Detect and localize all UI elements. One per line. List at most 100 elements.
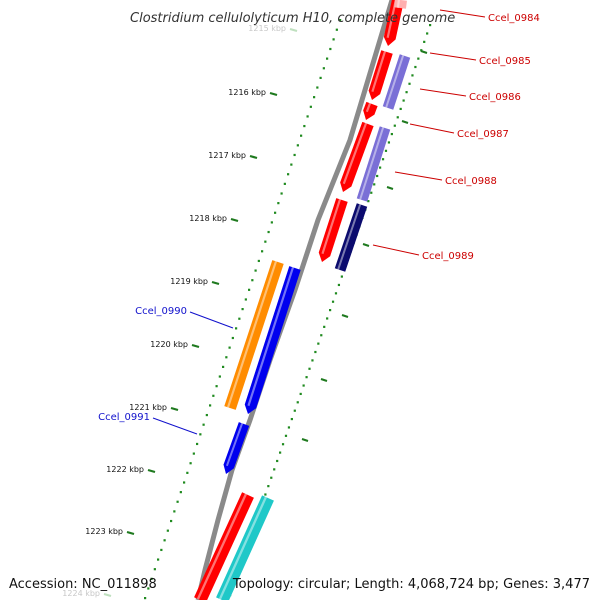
gene-ccel-0991-sheen bbox=[225, 423, 244, 467]
gene-label-ccel-0986: Ccel_0986 bbox=[469, 92, 521, 103]
tick-major bbox=[362, 243, 370, 247]
kbp-tick bbox=[211, 280, 220, 286]
kbp-label: 1222 kbp bbox=[106, 465, 144, 474]
tick-dot bbox=[399, 107, 402, 111]
tick-major bbox=[320, 378, 328, 382]
tick-dot bbox=[264, 493, 267, 496]
label-leader bbox=[409, 123, 455, 134]
kbp-label: 1221 kbp bbox=[129, 403, 167, 412]
gene-ccel-0985-body bbox=[368, 50, 393, 100]
tick-dot bbox=[429, 24, 432, 27]
gene-ccel-0990 bbox=[224, 260, 284, 410]
tick-dot bbox=[170, 519, 173, 523]
tick-dot bbox=[150, 577, 153, 580]
gene-ccel-0989-sheen bbox=[337, 204, 362, 270]
tick-dot bbox=[205, 413, 208, 417]
tick-dot bbox=[309, 105, 312, 108]
gene-faded-top-sheen bbox=[396, 0, 400, 8]
gene-label-ccel-0985: Ccel_0985 bbox=[479, 56, 531, 67]
tick-dot bbox=[293, 153, 296, 157]
tick-dot bbox=[402, 99, 405, 102]
tick-dot bbox=[157, 558, 160, 561]
gene-bottom-cyan-body bbox=[216, 495, 274, 600]
gene-label-ccel-0988: Ccel_0988 bbox=[445, 176, 497, 187]
gene-ccel-0991-body bbox=[223, 422, 250, 474]
tick-dot bbox=[270, 476, 273, 479]
tick-dot bbox=[379, 166, 382, 169]
kbp-tick bbox=[191, 343, 200, 349]
tick-dot bbox=[417, 57, 420, 60]
gene-ccel-0989 bbox=[334, 203, 368, 272]
tick-dot bbox=[212, 394, 215, 397]
label-leader bbox=[419, 88, 467, 97]
gene-label-ccel-0990: Ccel_0990 bbox=[135, 306, 187, 317]
tick-dot bbox=[393, 124, 396, 127]
gene-ccel-0987-sheen bbox=[342, 122, 368, 185]
kbp-label: 1224 kbp bbox=[62, 589, 100, 598]
tick-dot bbox=[257, 259, 260, 263]
tick-dot bbox=[306, 115, 309, 118]
tick-dot bbox=[290, 163, 293, 166]
label-leader bbox=[439, 9, 486, 18]
tick-dot bbox=[396, 116, 399, 119]
accession-text: Accession: NC_011898 bbox=[9, 577, 157, 592]
gene-label-ccel-0987: Ccel_0987 bbox=[457, 129, 509, 140]
label-layer: 1215 kbp 1216 kbp 1217 kbp 1218 kbp 1219 kbp… bbox=[62, 9, 540, 598]
gene-ccel-0985-sheen bbox=[371, 51, 387, 93]
tick-dot bbox=[314, 350, 317, 354]
tick-dot bbox=[273, 468, 276, 471]
gene-label-ccel-0991: Ccel_0991 bbox=[98, 412, 150, 423]
gene-ccel-0989-red-sheen bbox=[321, 199, 342, 255]
tick-dot bbox=[225, 356, 228, 359]
tick-dot bbox=[215, 385, 218, 388]
gene-ccel-0990-body bbox=[224, 260, 284, 410]
tick-dot bbox=[196, 442, 199, 446]
tick-dot bbox=[423, 40, 426, 43]
genome-backbone bbox=[195, 0, 395, 600]
tick-dot bbox=[305, 376, 308, 379]
tick-dot bbox=[414, 65, 417, 69]
tick-dot bbox=[147, 587, 150, 590]
tick-dot bbox=[384, 149, 388, 152]
tick-dot bbox=[218, 375, 221, 378]
tick-dot bbox=[313, 96, 316, 99]
kbp-label: 1219 kbp bbox=[170, 277, 208, 286]
tick-major bbox=[420, 50, 428, 54]
gene-ccel-0986 bbox=[382, 54, 411, 110]
tick-dot bbox=[244, 298, 247, 301]
tick-dot bbox=[299, 392, 302, 396]
gene-ccel-0985 bbox=[368, 50, 393, 100]
tick-dot bbox=[320, 334, 323, 337]
tick-dot bbox=[335, 28, 338, 31]
gene-ccel-0987 bbox=[340, 121, 374, 192]
kbp-label: 1223 kbp bbox=[85, 527, 123, 536]
tick-dot bbox=[334, 292, 338, 295]
tick-dot bbox=[183, 481, 186, 484]
kbp-label: 1218 kbp bbox=[189, 214, 227, 223]
tick-dot bbox=[390, 132, 393, 136]
tick-dot bbox=[267, 230, 270, 234]
kbp-tick bbox=[126, 530, 135, 536]
tick-dot bbox=[281, 443, 285, 446]
tick-dot bbox=[189, 462, 192, 465]
kbp-label: 1217 kbp bbox=[208, 151, 246, 160]
kbp-tick bbox=[230, 217, 239, 223]
map-title: Clostridium cellulolyticum H10, complete… bbox=[130, 11, 455, 26]
tick-dot bbox=[163, 539, 166, 542]
label-leader bbox=[152, 417, 198, 435]
tick-dot bbox=[284, 434, 288, 437]
tick-dot bbox=[277, 202, 280, 205]
tick-dot bbox=[296, 144, 299, 147]
gene-ccel-0989-red bbox=[318, 198, 348, 262]
gene-faded-top bbox=[394, 0, 407, 9]
tick-dot bbox=[317, 342, 320, 345]
tick-dot bbox=[248, 288, 251, 291]
gene-bottom-red-sheen bbox=[196, 493, 247, 600]
tick-dot bbox=[426, 32, 429, 35]
tick-dot bbox=[251, 279, 254, 282]
gene-ccel-0985b-body bbox=[363, 101, 378, 120]
tick-dot bbox=[241, 308, 244, 311]
tick-dot bbox=[408, 82, 411, 85]
tick-dot bbox=[329, 47, 332, 51]
gene-ccel-0986-sheen bbox=[385, 55, 405, 108]
